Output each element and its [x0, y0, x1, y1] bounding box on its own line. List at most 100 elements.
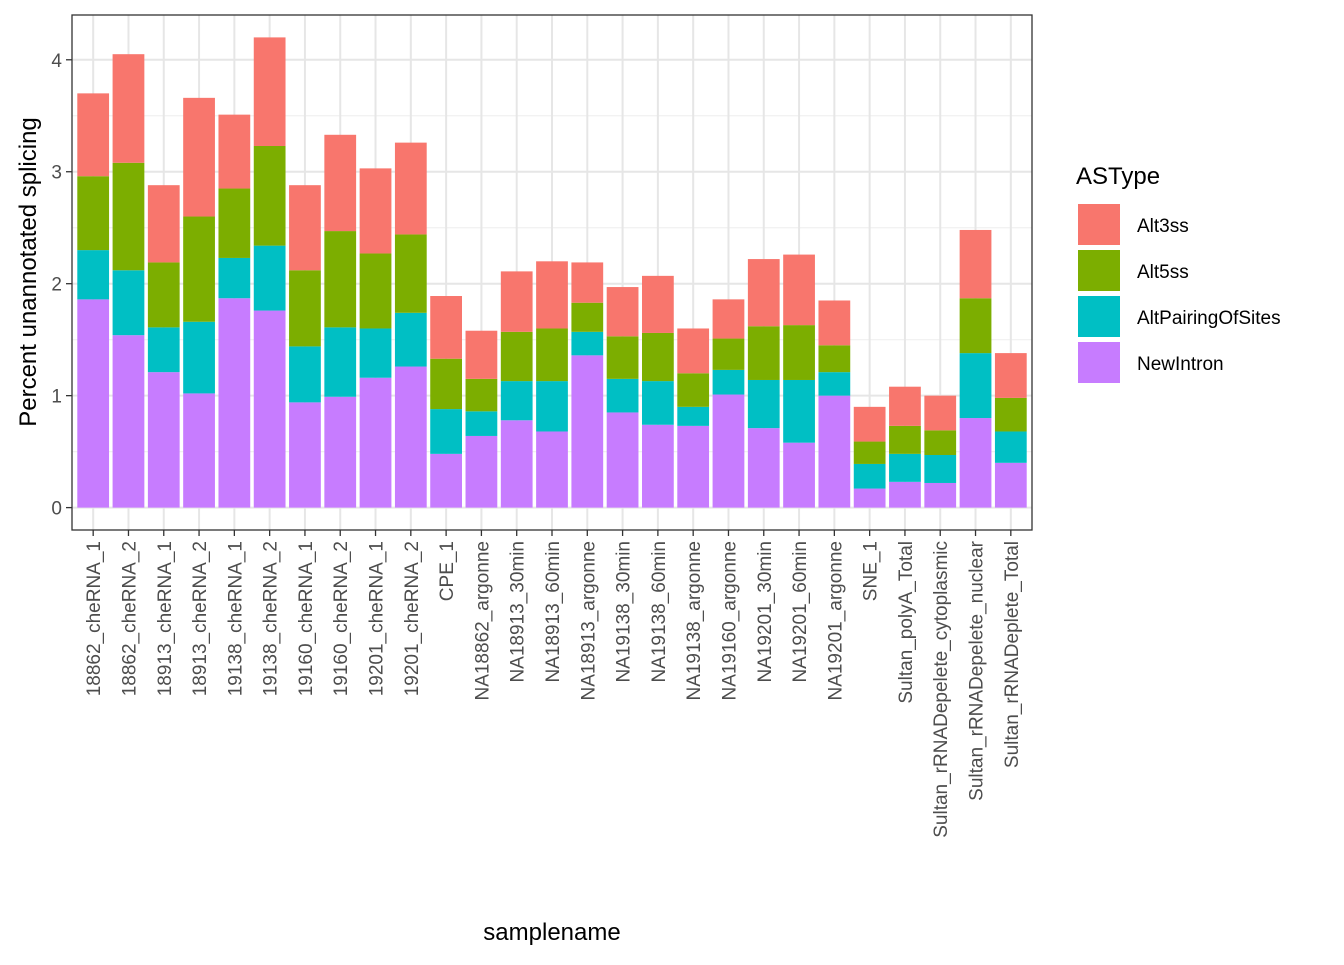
x-tick-label: NA19138_30min — [614, 541, 635, 683]
bar-segment-newintron — [77, 299, 110, 508]
legend: Alt3ss Alt5ss AltPairingOfSites NewIntron — [1078, 204, 1281, 383]
legend-label: NewIntron — [1137, 354, 1224, 375]
bar-segment-alt5ss — [500, 331, 533, 382]
x-tick-label: 19201_cheRNA_2 — [402, 541, 423, 696]
bar-segment-newintron — [642, 424, 674, 508]
x-tick-label: 19138_cheRNA_1 — [225, 541, 246, 696]
x-tick-label: 19138_cheRNA_2 — [261, 541, 282, 696]
bar-segment-newintron — [889, 481, 921, 508]
legend-label: AltPairingOfSites — [1137, 308, 1281, 329]
bar-segment-altpairingofsites — [642, 381, 674, 425]
bar-segment-newintron — [606, 412, 639, 508]
bar-segment-newintron — [677, 425, 710, 508]
bar-segment-alt5ss — [712, 338, 745, 370]
bar-segment-alt3ss — [712, 299, 745, 339]
x-tick-label: NA19138_60min — [649, 541, 670, 683]
bar-segment-altpairingofsites — [924, 454, 957, 483]
bar-segment-alt3ss — [359, 168, 392, 254]
bar-segment-newintron — [994, 462, 1027, 508]
bar-segment-alt5ss — [818, 345, 851, 373]
bar-segment-alt5ss — [924, 430, 957, 455]
bar-segment-altpairingofsites — [465, 411, 498, 436]
bar-segment-altpairingofsites — [183, 321, 215, 394]
bar-segment-alt3ss — [500, 271, 533, 332]
bar-segment-altpairingofsites — [394, 312, 427, 367]
bar-segment-alt3ss — [147, 185, 180, 263]
bar-segment-alt3ss — [747, 259, 780, 327]
x-tick-label: CPE_1 — [437, 541, 458, 601]
bar-segment-alt3ss — [853, 406, 886, 442]
bar-segment-alt3ss — [289, 185, 321, 271]
bars — [77, 37, 1027, 508]
legend-swatch — [1078, 342, 1120, 383]
x-tick-label: 18862_cheRNA_2 — [119, 541, 140, 696]
x-tick-label: 18913_cheRNA_1 — [155, 541, 176, 696]
bar-segment-alt3ss — [183, 97, 215, 217]
y-axis: 0 1 2 3 4 — [51, 51, 72, 520]
bar-segment-alt3ss — [536, 261, 568, 329]
bar-segment-alt3ss — [394, 142, 427, 235]
bar-segment-newintron — [959, 418, 992, 508]
legend-label: Alt3ss — [1137, 216, 1189, 237]
bar-segment-alt3ss — [571, 262, 604, 303]
bar-segment-altpairingofsites — [959, 353, 992, 419]
x-tick-label: NA19201_60min — [790, 541, 811, 683]
x-tick-label: 18913_cheRNA_2 — [190, 541, 211, 696]
legend-swatch — [1078, 250, 1120, 291]
x-tick-label: NA18913_30min — [508, 541, 529, 683]
x-tick-label: Sultan_rRNADeplete_Total — [1002, 541, 1023, 768]
bar-segment-alt3ss — [430, 296, 462, 359]
bar-segment-altpairingofsites — [218, 257, 251, 299]
bar-segment-altpairingofsites — [324, 327, 357, 397]
bar-segment-alt3ss — [324, 134, 357, 232]
bar-segment-alt3ss — [642, 275, 674, 333]
bar-segment-altpairingofsites — [289, 346, 321, 403]
bar-segment-alt5ss — [218, 188, 251, 258]
x-tick-label: Sultan_rRNADepelete_nuclear — [967, 540, 988, 800]
bar-segment-alt5ss — [359, 253, 392, 329]
bar-segment-alt3ss — [218, 114, 251, 189]
legend-title: ASType — [1076, 163, 1160, 190]
bar-segment-altpairingofsites — [536, 381, 568, 432]
bar-segment-newintron — [324, 396, 357, 508]
bar-segment-alt3ss — [889, 386, 921, 426]
bar-segment-alt5ss — [536, 328, 568, 382]
x-axis: 18862_cheRNA_1 18862_cheRNA_2 18913_cheRNA… — [84, 530, 1023, 838]
bar-segment-alt5ss — [147, 262, 180, 328]
bar-segment-altpairingofsites — [606, 378, 639, 413]
bar-segment-altpairingofsites — [359, 328, 392, 378]
bar-segment-alt3ss — [112, 54, 145, 163]
bar-segment-altpairingofsites — [889, 453, 921, 482]
bar-segment-altpairingofsites — [853, 463, 886, 489]
bar-segment-alt3ss — [253, 37, 286, 146]
bar-segment-newintron — [571, 355, 604, 508]
bar-segment-newintron — [112, 335, 145, 508]
bar-segment-alt5ss — [853, 441, 886, 464]
bar-segment-altpairingofsites — [818, 372, 851, 396]
bar-segment-altpairingofsites — [677, 406, 710, 426]
bar-segment-altpairingofsites — [500, 381, 533, 421]
bar-segment-alt5ss — [606, 336, 639, 379]
bar-segment-alt3ss — [77, 93, 110, 177]
bar-segment-alt5ss — [747, 326, 780, 380]
bar-segment-altpairingofsites — [112, 270, 145, 336]
x-tick-label: SNE_1 — [861, 541, 882, 601]
legend-swatch — [1078, 204, 1120, 245]
bar-segment-alt5ss — [959, 298, 992, 354]
y-tick-label: 4 — [51, 51, 62, 72]
bar-segment-newintron — [183, 393, 215, 508]
bar-segment-altpairingofsites — [994, 431, 1027, 463]
bar-segment-alt5ss — [571, 302, 604, 332]
bar-segment-alt5ss — [253, 145, 286, 246]
x-tick-label: Sultan_rRNADepelete_cytoplasmic — [931, 541, 952, 838]
bar-segment-altpairingofsites — [253, 245, 286, 311]
legend-swatch — [1078, 296, 1120, 337]
bar-segment-alt5ss — [183, 216, 215, 322]
bar-segment-alt3ss — [818, 300, 851, 346]
x-tick-label: 19201_cheRNA_1 — [367, 541, 388, 696]
bar-segment-newintron — [218, 298, 251, 508]
bar-segment-altpairingofsites — [783, 379, 815, 443]
x-axis-title: samplename — [483, 919, 620, 946]
bar-segment-alt3ss — [994, 353, 1027, 398]
